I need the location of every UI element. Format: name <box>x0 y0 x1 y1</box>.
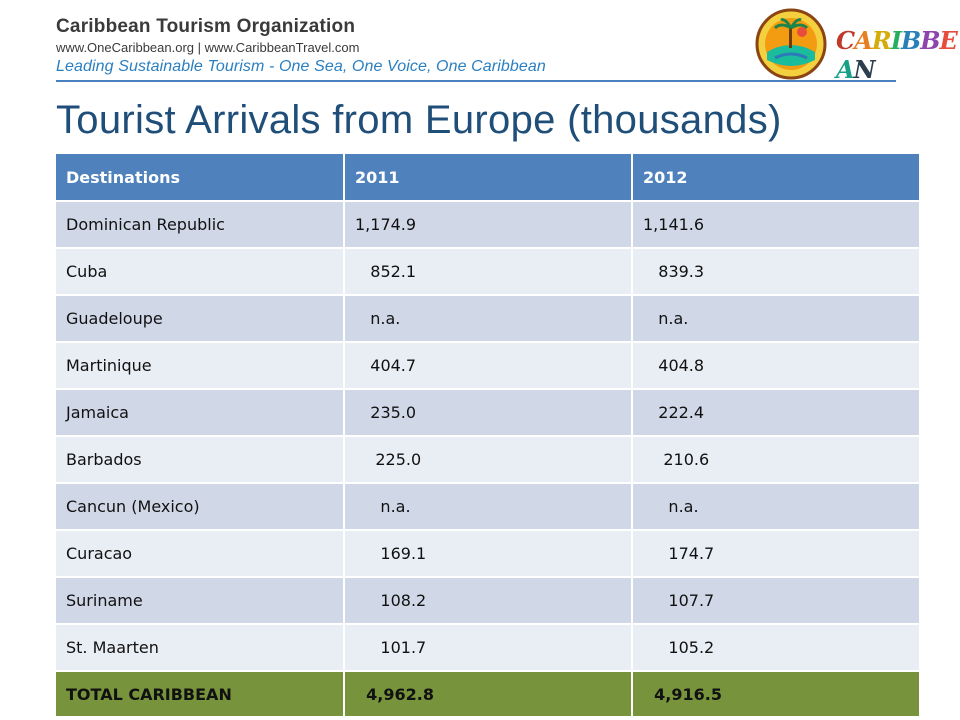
logo-letter: E <box>939 26 958 55</box>
value-2011-cell: 108.2 <box>344 577 633 625</box>
organization-name: Caribbean Tourism Organization <box>56 16 356 37</box>
table-row: Cuba 852.1 839.3 <box>56 248 921 296</box>
value-2012-cell: 222.4 <box>632 389 921 437</box>
arrivals-table: Destinations 2011 2012 Dominican Republi… <box>56 154 921 718</box>
table-row: Suriname 108.2 107.7 <box>56 577 921 625</box>
page-title: Tourist Arrivals from Europe (thousands) <box>56 98 782 142</box>
logo-letter: C <box>836 26 855 55</box>
value-2012-cell: 174.7 <box>632 530 921 578</box>
total-2011-cell: 4,962.8 <box>344 671 633 718</box>
logo-letter: A <box>854 26 873 55</box>
table-row: Guadeloupe n.a. n.a. <box>56 295 921 343</box>
value-2012-cell: 107.7 <box>632 577 921 625</box>
value-2012-cell: 105.2 <box>632 624 921 672</box>
destination-cell: Barbados <box>56 436 345 484</box>
logo-letter: N <box>853 55 876 84</box>
table-row: Barbados 225.0 210.6 <box>56 436 921 484</box>
value-2012-cell: 210.6 <box>632 436 921 484</box>
total-label-cell: TOTAL CARIBBEAN <box>56 671 345 718</box>
logo-letter: B <box>900 26 921 55</box>
value-2011-cell: 101.7 <box>344 624 633 672</box>
logo-letter: R <box>871 26 892 55</box>
destination-cell: Guadeloupe <box>56 295 345 343</box>
table-row: Jamaica 235.0 222.4 <box>56 389 921 437</box>
organization-urls: www.OneCaribbean.org | www.CaribbeanTrav… <box>56 40 360 55</box>
value-2012-cell: n.a. <box>632 483 921 531</box>
value-2012-cell: n.a. <box>632 295 921 343</box>
cto-logo-icon <box>755 8 827 80</box>
destination-cell: Martinique <box>56 342 345 390</box>
destination-cell: St. Maarten <box>56 624 345 672</box>
value-2012-cell: 404.8 <box>632 342 921 390</box>
logo-letter: I <box>890 26 902 55</box>
value-2011-cell: n.a. <box>344 295 633 343</box>
value-2011-cell: n.a. <box>344 483 633 531</box>
table-row: St. Maarten 101.7 105.2 <box>56 624 921 672</box>
value-2012-cell: 1,141.6 <box>632 201 921 249</box>
table-row: Cancun (Mexico) n.a. n.a. <box>56 483 921 531</box>
value-2011-cell: 1,174.9 <box>344 201 633 249</box>
destination-cell: Curacao <box>56 530 345 578</box>
header-divider <box>56 80 896 82</box>
destination-cell: Cuba <box>56 248 345 296</box>
table-total-row: TOTAL CARIBBEAN 4,962.8 4,916.5 <box>56 671 921 718</box>
destination-cell: Dominican Republic <box>56 201 345 249</box>
destination-cell: Suriname <box>56 577 345 625</box>
total-2012-cell: 4,916.5 <box>632 671 921 718</box>
caribbean-logo: CARIBBE AN <box>836 26 960 84</box>
value-2011-cell: 404.7 <box>344 342 633 390</box>
organization-tagline: Leading Sustainable Tourism - One Sea, O… <box>56 58 546 75</box>
table-row: Curacao 169.1 174.7 <box>56 530 921 578</box>
destination-cell: Cancun (Mexico) <box>56 483 345 531</box>
table-row: Martinique 404.7 404.8 <box>56 342 921 390</box>
destination-cell: Jamaica <box>56 389 345 437</box>
logo-letter: A <box>836 55 855 84</box>
table-row: Dominican Republic 1,174.9 1,141.6 <box>56 201 921 249</box>
logo-letter: B <box>920 26 940 55</box>
value-2011-cell: 225.0 <box>344 436 633 484</box>
value-2012-cell: 839.3 <box>632 248 921 296</box>
value-2011-cell: 852.1 <box>344 248 633 296</box>
value-2011-cell: 235.0 <box>344 389 633 437</box>
column-header-2011: 2011 <box>344 154 633 202</box>
table-header-row: Destinations 2011 2012 <box>56 154 921 202</box>
column-header-2012: 2012 <box>632 154 921 202</box>
value-2011-cell: 169.1 <box>344 530 633 578</box>
column-header-destinations: Destinations <box>56 154 345 202</box>
